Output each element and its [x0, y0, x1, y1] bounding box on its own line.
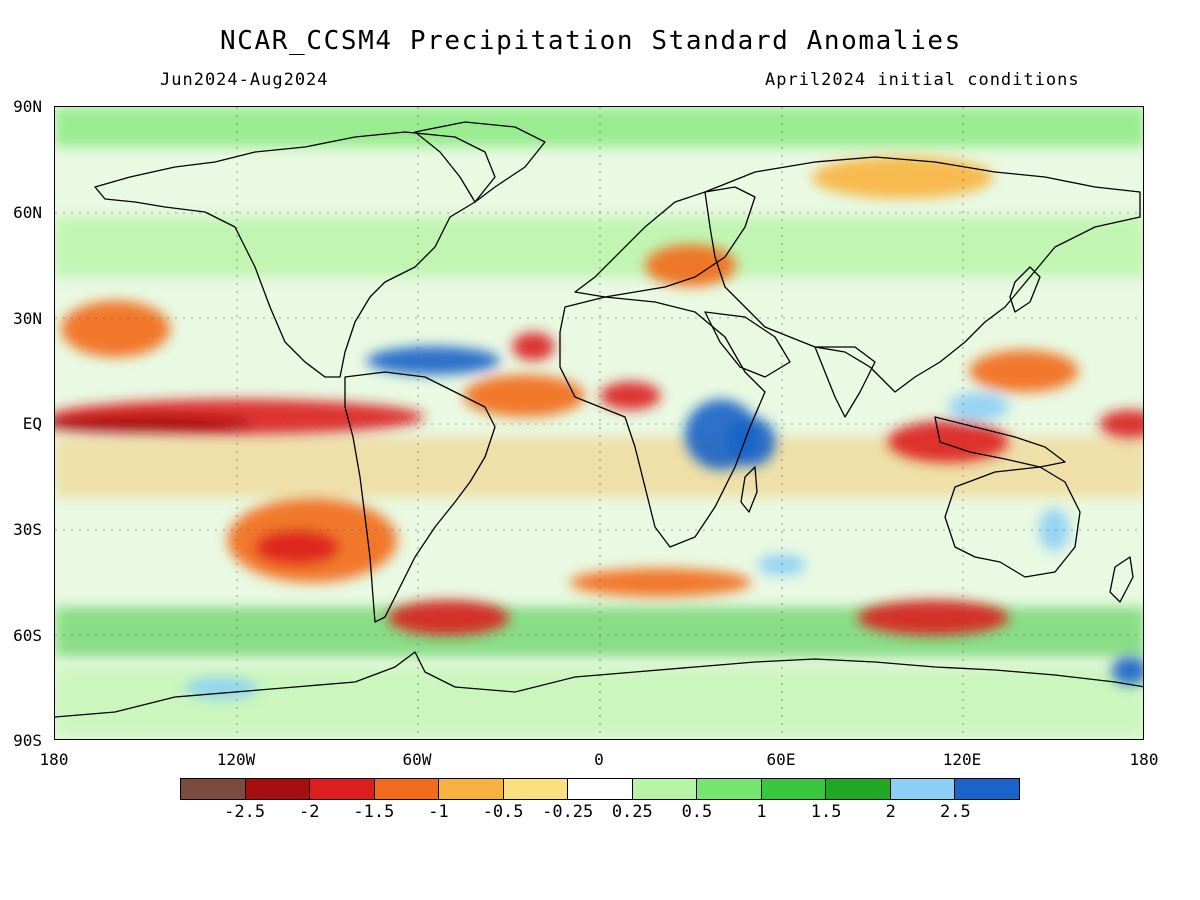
colorbar-label: 0.5 [681, 802, 713, 822]
new-zealand-coastline [1109, 556, 1134, 603]
x-axis-label-120e: 120E [942, 750, 982, 769]
anomaly-north-pacific-dry [61, 300, 171, 358]
anomaly-southern-indian-wet-spot [757, 554, 806, 576]
greenland-coastline [414, 121, 546, 203]
anomaly-central-atlantic-dry-spot [512, 332, 555, 361]
colorbar-label: -0.5 [482, 802, 524, 822]
colorbar-label: 2.5 [940, 802, 971, 822]
anomaly-maritime-continent-dry [887, 420, 1009, 463]
x-axis-label-60w: 60W [402, 750, 432, 769]
europe-coastline [574, 186, 756, 298]
anomaly-southern-ocean-dry-atlantic [569, 568, 752, 597]
anomaly-tropical-atlantic-dry [463, 374, 585, 417]
north-america-coastline [94, 131, 496, 378]
australia-coastline [944, 466, 1081, 578]
anomaly-siberia-dry [811, 156, 994, 199]
anomaly-southern-ocean-dry-indian [857, 600, 1009, 636]
colorbar-swatch-5 [503, 779, 569, 799]
colorbar-swatch-2 [310, 779, 375, 799]
colorbar-label: -0.25 [542, 802, 594, 822]
anomaly-antarctic-pacific-wet [185, 677, 258, 699]
anomaly-antarctic-ross-sea-wet [1111, 656, 1143, 685]
y-axis-label-30s: 30S [13, 520, 42, 539]
y-axis-label-eq: EQ [22, 414, 42, 433]
y-axis-label-60n: 60N [13, 203, 42, 222]
japan-coastline [1009, 266, 1041, 313]
map-canvas [55, 107, 1143, 739]
anomaly-equatorial-pacific-dry-core [55, 415, 252, 433]
colorbar-swatch-4 [439, 779, 504, 799]
anomaly-southeast-pacific-dry-core [254, 529, 340, 565]
colorbar-label: -2 [298, 802, 320, 822]
colorbar-swatch-3 [374, 779, 440, 799]
colorbar-label: 2 [885, 802, 896, 822]
africa-coastline [559, 296, 766, 548]
colorbar-swatch-7 [632, 779, 698, 799]
x-axis-label-120w: 120W [216, 750, 256, 769]
colorbar-label: 0.25 [611, 802, 653, 822]
colorbar-label: 1.5 [810, 802, 842, 822]
colorbar-swatch-10 [826, 779, 891, 799]
x-axis-label-0: 0 [594, 750, 604, 769]
south-america-coastline [344, 371, 496, 623]
colorbar-swatch-8 [697, 779, 762, 799]
colorbar-label: -1 [428, 802, 449, 822]
colorbar-swatch-6 [568, 779, 633, 799]
x-axis-label-60e: 60E [766, 750, 796, 769]
colorbar-label: 1 [756, 802, 767, 822]
anomaly-western-pacific-dry [1099, 409, 1143, 439]
colorbar-swatch-9 [761, 779, 827, 799]
y-axis-label-60s: 60S [13, 626, 42, 645]
antarctica-coastline [55, 651, 1143, 718]
anomaly-indonesia-wet [948, 392, 1009, 421]
anomaly-caribbean-wet [366, 346, 501, 375]
asia-coastline [704, 156, 1141, 393]
anomaly-europe-dry [645, 244, 737, 287]
initial-conditions-label: April2024 initial conditions [765, 70, 1080, 90]
anomaly-gulf-of-guinea-dry [600, 381, 661, 410]
india-coastline [814, 346, 876, 418]
x-axis-label-180w: 180 [39, 750, 69, 769]
madagascar-coastline [740, 466, 758, 513]
y-axis-label-90s: 90S [13, 731, 42, 750]
colorbar-swatch-12 [955, 779, 1019, 799]
colorbar-label: -1.5 [353, 802, 395, 822]
anomaly-australia-east-wet [1039, 508, 1070, 551]
y-axis-label-90n: 90N [13, 97, 42, 116]
forecast-period-label: Jun2024-Aug2024 [160, 70, 329, 90]
colorbar-swatch-1 [245, 779, 311, 799]
precipitation-anomaly-map [54, 106, 1144, 740]
y-axis-label-30n: 30N [13, 309, 42, 328]
colorbar-swatch-11 [890, 779, 956, 799]
colorbar [180, 778, 1020, 800]
anomaly-philippine-sea-dry [969, 350, 1079, 393]
colorbar-swatch-0 [181, 779, 246, 799]
colorbar-label: -2.5 [224, 802, 266, 822]
indonesia-coastline [934, 416, 1066, 468]
x-axis-label-180e: 180 [1129, 750, 1159, 769]
arabia-coastline [704, 311, 791, 378]
chart-title: NCAR_CCSM4 Precipitation Standard Anomal… [220, 26, 962, 56]
anomaly-south-atlantic-cape-horn-dry [388, 600, 510, 636]
